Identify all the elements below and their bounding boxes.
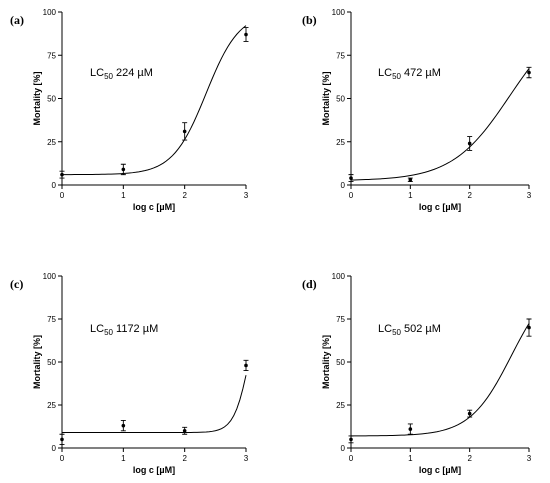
y-tick-label: 0 [52, 181, 57, 190]
chart-panel-1: (a) 0 25 50 75 100 0 1 2 3 log c [µM] Mortality [%]… [10, 8, 249, 212]
x-tick-label: 2 [182, 454, 187, 463]
data-point [467, 141, 472, 146]
data-point [408, 178, 413, 182]
y-tick-label: 0 [341, 181, 346, 190]
x-tick-label: 3 [244, 454, 249, 463]
y-tick-label: 75 [47, 51, 56, 60]
data-point [182, 429, 187, 433]
lc50-subscript: 50 [392, 72, 401, 81]
panel-label: (a) [10, 13, 24, 27]
y-tick-label: 75 [336, 315, 345, 324]
x-tick-label: 0 [349, 454, 354, 463]
y-tick-label: 100 [43, 272, 57, 281]
x-axis-title: log c [µM] [133, 202, 175, 212]
y-tick-label: 50 [47, 95, 56, 104]
lc50-value: 1172 µM [113, 323, 158, 335]
x-tick-label: 1 [408, 454, 413, 463]
y-tick-label: 25 [336, 401, 345, 410]
lc50-annotation: LC50 472 µM [378, 67, 441, 81]
y-axis-title: Mortality [%] [321, 335, 331, 389]
lc50-subscript: 50 [104, 72, 113, 81]
y-tick-label: 25 [47, 401, 56, 410]
lc50-prefix: LC [378, 323, 392, 335]
lc50-prefix: LC [378, 67, 392, 79]
data-point [527, 325, 531, 330]
x-tick-label: 1 [408, 191, 413, 200]
x-axis-title: log c [µM] [419, 465, 461, 475]
x-tick-label: 2 [467, 454, 472, 463]
lc50-annotation: LC50 502 µM [378, 323, 441, 337]
x-axis-title: log c [µM] [133, 465, 175, 475]
lc50-value: 224 µM [113, 67, 153, 79]
x-tick-label: 2 [182, 191, 187, 200]
fit-curve [62, 375, 247, 434]
lc50-value: 472 µM [401, 67, 441, 79]
lc50-annotation: LC50 1172 µM [90, 323, 158, 337]
y-tick-label: 25 [336, 138, 345, 147]
fit-curve [350, 323, 530, 437]
fit-curve [350, 68, 530, 181]
y-tick-label: 50 [47, 358, 56, 367]
y-tick-label: 50 [336, 95, 345, 104]
lc50-subscript: 50 [104, 328, 113, 337]
chart-panel-2: (b) 0 25 50 75 100 0 1 2 3 log c [µM] Mortality [%]… [302, 8, 532, 212]
chart-panel-4: (d) 0 25 50 75 100 0 1 2 3 log c [µM] Mortality [%]… [302, 272, 532, 475]
y-tick-label: 0 [52, 444, 57, 453]
data-point [349, 176, 353, 180]
y-axis-title: Mortality [%] [32, 335, 42, 389]
x-tick-label: 0 [60, 454, 65, 463]
data-point [244, 32, 248, 37]
x-tick-label: 0 [349, 191, 354, 200]
x-tick-label: 3 [527, 191, 532, 200]
chart-panel-3: (c) 0 25 50 75 100 0 1 2 3 log c [µM] Mortality [%]… [10, 272, 249, 475]
y-tick-label: 100 [43, 8, 57, 17]
lc50-value: 502 µM [401, 323, 441, 335]
y-axis-title: Mortality [%] [321, 71, 331, 125]
x-tick-label: 3 [244, 191, 249, 200]
lc50-prefix: LC [90, 67, 104, 79]
y-tick-label: 25 [47, 138, 56, 147]
data-point [60, 437, 64, 442]
data-point [244, 363, 248, 368]
data-point [60, 172, 64, 177]
y-tick-label: 0 [341, 444, 346, 453]
x-tick-label: 2 [467, 191, 472, 200]
x-tick-label: 0 [60, 191, 65, 200]
x-tick-label: 3 [527, 454, 532, 463]
data-point [121, 423, 126, 428]
y-tick-label: 100 [332, 8, 346, 17]
data-point [349, 437, 353, 442]
data-point [182, 129, 187, 134]
y-tick-label: 50 [336, 358, 345, 367]
data-point [121, 167, 126, 172]
data-point [527, 70, 531, 75]
x-axis-title: log c [µM] [419, 202, 461, 212]
lc50-subscript: 50 [392, 328, 401, 337]
panel-label: (d) [302, 277, 317, 291]
y-axis-title: Mortality [%] [32, 71, 42, 125]
y-tick-label: 100 [332, 272, 346, 281]
data-point [467, 411, 472, 416]
x-tick-label: 1 [121, 191, 126, 200]
data-point [408, 427, 413, 431]
x-tick-label: 1 [121, 454, 126, 463]
lc50-annotation: LC50 224 µM [90, 67, 153, 81]
panel-label: (b) [302, 13, 317, 27]
y-tick-label: 75 [47, 315, 56, 324]
lc50-prefix: LC [90, 323, 104, 335]
y-tick-label: 75 [336, 51, 345, 60]
fit-curve [62, 25, 247, 176]
panel-label: (c) [10, 277, 23, 291]
